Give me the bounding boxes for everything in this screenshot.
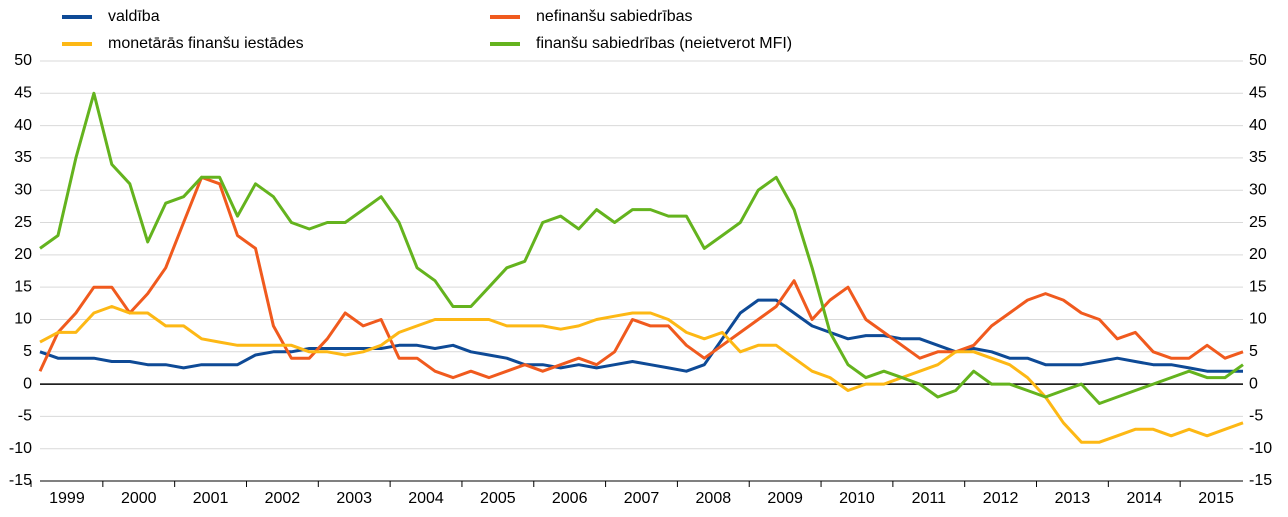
legend-label: monetārās finanšu iestādes [108,35,304,52]
y2-tick-label: -5 [1249,408,1263,425]
y-tick-label: 50 [14,52,32,69]
y2-tick-label: 0 [1249,375,1258,392]
x-tick-label: 2004 [408,490,444,507]
series-line [39,91,1244,405]
x-tick-label: 2013 [1055,490,1091,507]
y-tick-label: -10 [9,440,32,457]
y2-tick-label: -15 [1249,472,1272,489]
y-tick-label: 25 [14,214,32,231]
y2-tick-label: 35 [1249,149,1267,166]
y2-tick-label: 25 [1249,214,1267,231]
y-tick-label: -5 [18,408,32,425]
x-tick-label: 2006 [552,490,588,507]
y-tick-label: 20 [14,246,32,263]
y-tick-label: 0 [23,375,32,392]
y2-tick-label: -10 [1249,440,1272,457]
x-tick-label: 2001 [193,490,229,507]
y2-tick-label: 10 [1249,311,1267,328]
x-tick-label: 2011 [912,490,947,507]
y2-tick-label: 45 [1249,85,1267,102]
x-tick-label: 2010 [839,490,875,507]
x-tick-label: 2009 [767,490,803,507]
x-tick-label: 2007 [624,490,660,507]
y2-tick-label: 30 [1249,181,1267,198]
series-line [39,305,1244,444]
y-tick-label: 15 [14,278,32,295]
y-tick-label: 30 [14,181,32,198]
y2-tick-label: 50 [1249,52,1267,69]
y2-tick-label: 40 [1249,117,1267,134]
series-line [38,175,1244,380]
y-tick-label: 10 [14,311,32,328]
y2-tick-label: 5 [1249,343,1258,360]
x-tick-label: 2008 [696,490,732,507]
x-tick-label: 2003 [336,490,372,507]
y2-tick-label: 15 [1249,278,1267,295]
y-tick-label: 35 [14,149,32,166]
series-line [39,298,1243,373]
x-tick-label: 2012 [983,490,1019,507]
x-tick-label: 1999 [49,490,85,507]
legend-label: valdība [108,8,160,25]
legend-label: finanšu sabiedrības (neietverot MFI) [536,35,792,52]
x-tick-label: 2000 [121,490,157,507]
y2-tick-label: 20 [1249,246,1267,263]
x-tick-label: 2005 [480,490,516,507]
y-tick-label: 40 [14,117,32,134]
y-tick-label: 45 [14,85,32,102]
x-tick-label: 2015 [1198,490,1234,507]
y-tick-label: 5 [23,343,32,360]
x-tick-label: 2002 [265,490,301,507]
legend-label: nefinanšu sabiedrības [536,8,693,25]
x-tick-label: 2014 [1126,490,1162,507]
y-tick-label: -15 [9,472,32,489]
